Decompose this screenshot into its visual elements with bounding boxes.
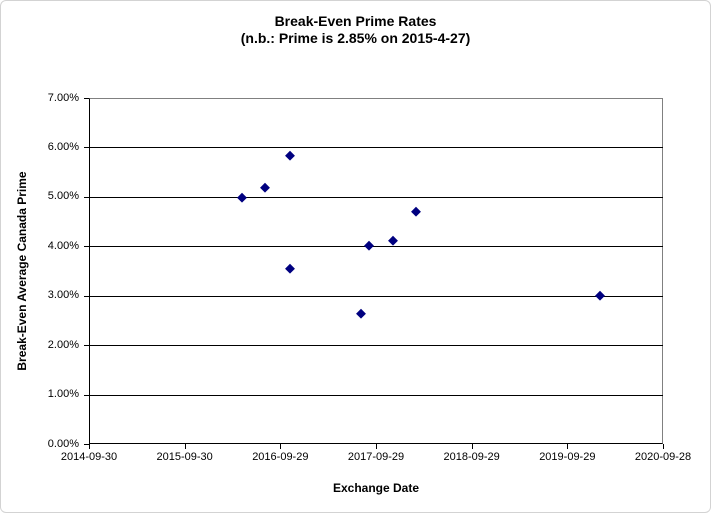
x-axis-tick-label: 2015-09-30 <box>156 451 213 463</box>
x-axis-tick <box>184 444 186 449</box>
y-axis-tick-label: 3.00% <box>47 289 79 302</box>
y-axis-tick <box>84 345 89 347</box>
y-axis-tick <box>84 295 89 297</box>
y-axis-tick-label: 5.00% <box>47 190 79 203</box>
y-axis-tick-label: 6.00% <box>47 140 79 153</box>
gridline <box>89 345 663 347</box>
x-axis-tick <box>280 444 282 449</box>
y-axis-tick <box>84 444 89 445</box>
x-axis-tick-label: 2017-09-29 <box>347 451 405 463</box>
x-axis-tick-label: 2014-09-30 <box>60 451 118 463</box>
y-axis-tick <box>84 196 89 198</box>
y-axis-tick-label: 4.00% <box>47 239 79 252</box>
y-axis-tick-label: 7.00% <box>47 91 79 104</box>
y-axis-tick <box>84 246 89 248</box>
y-axis-tick-label: 1.00% <box>47 388 79 401</box>
x-axis-tick-label: 2020-09-28 <box>634 451 692 463</box>
y-axis-tick-label: 2.00% <box>47 338 79 351</box>
gridline <box>89 394 663 396</box>
y-axis-tick <box>84 147 89 149</box>
x-axis-tick <box>471 444 473 449</box>
x-axis-tick-label: 2018-09-29 <box>443 451 500 463</box>
gridline <box>89 246 663 248</box>
x-axis-tick <box>663 444 664 449</box>
chart-title-line2: (n.b.: Prime is 2.85% on 2015-4-27) <box>240 30 471 46</box>
y-axis-tick <box>84 98 89 99</box>
gridline <box>89 295 663 297</box>
x-axis-tick <box>89 444 90 449</box>
x-axis-tick <box>376 444 377 449</box>
x-axis-tick-label: 2019-09-29 <box>539 451 596 463</box>
y-axis-tick <box>84 394 89 396</box>
y-axis-tick-label: 0.00% <box>47 437 79 450</box>
gridline <box>89 196 663 198</box>
gridline <box>89 147 663 149</box>
x-axis-tick-label: 2016-09-29 <box>252 451 309 463</box>
x-axis-title: Exchange Date <box>332 481 420 495</box>
plot-area <box>89 98 663 444</box>
chart-title: Break-Even Prime Rates (n.b.: Prime is 2… <box>1 13 710 47</box>
x-axis-tick <box>567 444 569 449</box>
chart-title-line1: Break-Even Prime Rates <box>274 13 437 29</box>
